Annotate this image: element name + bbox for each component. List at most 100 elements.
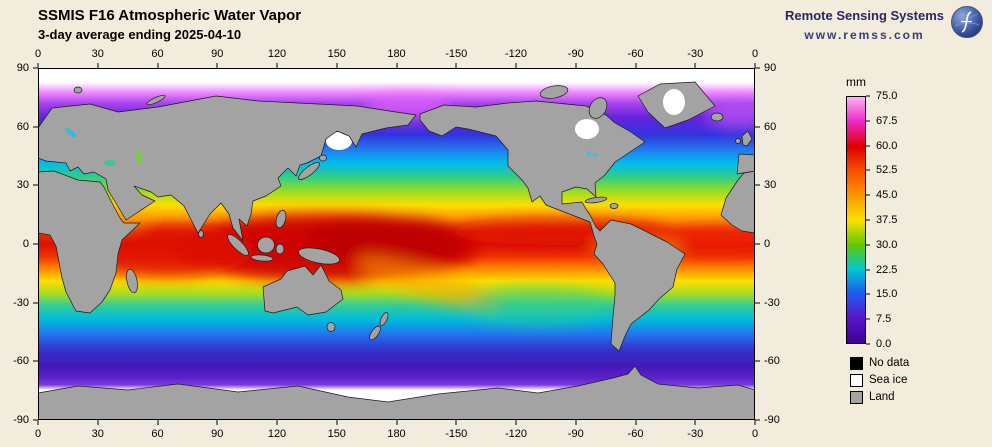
colorbar-tick-mark xyxy=(866,120,870,122)
island-java xyxy=(250,254,274,262)
lon-tick-label-bottom: 30 xyxy=(91,428,104,440)
lat-tick-label-right: 0 xyxy=(764,238,771,250)
lon-tick-label-bottom: -90 xyxy=(567,428,584,440)
lon-tick-label-top: 120 xyxy=(267,48,287,60)
lon-tick-mark-top xyxy=(216,63,218,68)
colorbar-tick-mark xyxy=(866,244,870,246)
lon-tick-label-top: 0 xyxy=(751,48,759,60)
brand-name: Remote Sensing Systems xyxy=(785,8,944,23)
colorbar-tick-mark xyxy=(866,219,870,221)
lon-tick-mark-bottom xyxy=(336,420,338,425)
lat-tick-mark-left xyxy=(33,67,38,69)
colorbar-tick-mark xyxy=(866,194,870,196)
lat-tick-mark-left xyxy=(33,243,38,245)
island-sumatra xyxy=(227,234,249,256)
colorbar-tick-label: 45.0 xyxy=(876,189,898,202)
lat-tick-mark-right xyxy=(755,419,760,421)
world-map xyxy=(38,68,755,420)
colorbar-tick-label: 22.5 xyxy=(876,263,898,276)
great-lakes xyxy=(587,151,591,155)
lat-tick-mark-left xyxy=(33,419,38,421)
legend-swatch xyxy=(850,373,863,387)
lat-tick-label-right: 90 xyxy=(764,62,777,74)
lon-tick-mark-bottom xyxy=(694,420,696,425)
lon-tick-mark-bottom xyxy=(515,420,517,425)
lon-tick-mark-top xyxy=(97,63,99,68)
lon-tick-label-top: -90 xyxy=(567,48,584,60)
colorbar-unit-label: mm xyxy=(846,75,866,89)
lat-tick-mark-left xyxy=(33,184,38,186)
lon-tick-label-bottom: 0 xyxy=(34,428,42,440)
colorbar-tick-mark xyxy=(866,343,870,345)
legend-swatch xyxy=(850,390,863,404)
sea-ice-hudson-bay xyxy=(575,119,599,139)
colorbar-tick-mark xyxy=(866,145,870,147)
sea-ice-okhotsk xyxy=(326,132,352,150)
colorbar-tick-label: 0.0 xyxy=(876,338,892,350)
island-hispaniola xyxy=(609,203,619,209)
baltic-sea xyxy=(65,128,77,138)
island-ireland xyxy=(735,138,741,144)
lon-tick-mark-bottom xyxy=(455,420,457,425)
lon-tick-label-bottom: 180 xyxy=(387,428,406,440)
lon-tick-mark-bottom xyxy=(754,420,756,425)
colorbar-tick-label: 37.5 xyxy=(876,214,898,226)
island-cuba xyxy=(584,196,608,204)
continent-australia xyxy=(262,264,344,316)
caspian-sea xyxy=(135,150,143,164)
colorbar-tick-label: 60.0 xyxy=(876,139,898,152)
lon-tick-mark-top xyxy=(455,63,457,68)
lon-tick-mark-top xyxy=(754,63,756,68)
lat-tick-mark-left xyxy=(33,302,38,304)
lat-tick-mark-right xyxy=(755,302,760,304)
lon-tick-mark-top xyxy=(336,63,338,68)
colorbar-tick-mark xyxy=(866,269,870,271)
colorbar-tick-mark xyxy=(866,293,870,295)
lon-tick-label-bottom: -30 xyxy=(687,428,704,440)
arctic-islands-2 xyxy=(588,97,608,119)
lon-tick-mark-top xyxy=(515,63,517,68)
brand-url-link[interactable]: www.remss.com xyxy=(804,28,925,42)
island-philippines xyxy=(275,209,287,229)
map-legend: No data Sea ice Land xyxy=(850,356,909,407)
lat-tick-label-left: 60 xyxy=(16,120,29,133)
continent-americas xyxy=(419,100,686,352)
lon-tick-label-top: 0 xyxy=(34,48,42,60)
lat-tick-label-left: -60 xyxy=(13,355,29,368)
lon-tick-mark-bottom xyxy=(575,420,577,425)
lat-tick-mark-right xyxy=(755,67,760,69)
lat-tick-label-right: 60 xyxy=(764,120,777,133)
island-borneo xyxy=(257,236,275,254)
lon-tick-label-bottom: -60 xyxy=(627,428,644,440)
lat-tick-label-right: -90 xyxy=(764,414,780,426)
brand-block: Remote Sensing Systems www.remss.com xyxy=(785,5,984,42)
continent-africa-east xyxy=(38,170,141,314)
lon-tick-mark-top xyxy=(396,63,397,68)
lon-tick-mark-bottom xyxy=(396,420,397,425)
brand-text: Remote Sensing Systems www.remss.com xyxy=(785,8,944,42)
island-sri-lanka xyxy=(198,230,204,238)
colorbar-tick-mark xyxy=(866,95,870,97)
lat-tick-label-left: -30 xyxy=(13,296,29,309)
greenland-icecap xyxy=(663,89,685,115)
legend-swatch xyxy=(850,356,863,370)
island-novaya-zemlya xyxy=(146,94,166,106)
legend-label: No data xyxy=(869,357,910,369)
lon-tick-mark-top xyxy=(276,63,278,68)
legend-item: No data xyxy=(850,356,909,370)
lat-tick-mark-left xyxy=(33,126,38,128)
legend-item: Land xyxy=(850,390,909,404)
lon-tick-label-top: 30 xyxy=(91,48,104,60)
britain xyxy=(741,130,753,147)
legend-item: Sea ice xyxy=(850,373,909,387)
colorbar: mm 75.0 67.5 60.0 52.5 45.0 37.5 30.0 22.5 15.0 7… xyxy=(846,75,897,350)
island-svalbard xyxy=(73,86,83,94)
continent-antarctica xyxy=(38,365,755,420)
island-iceland xyxy=(710,112,724,122)
lon-tick-label-bottom: 150 xyxy=(327,428,346,440)
lat-tick-label-right: 30 xyxy=(764,179,777,192)
island-sulawesi xyxy=(275,243,285,255)
lat-tick-label-left: 90 xyxy=(16,62,29,74)
lon-tick-label-bottom: -120 xyxy=(504,428,528,440)
legend-label: Land xyxy=(869,391,895,403)
